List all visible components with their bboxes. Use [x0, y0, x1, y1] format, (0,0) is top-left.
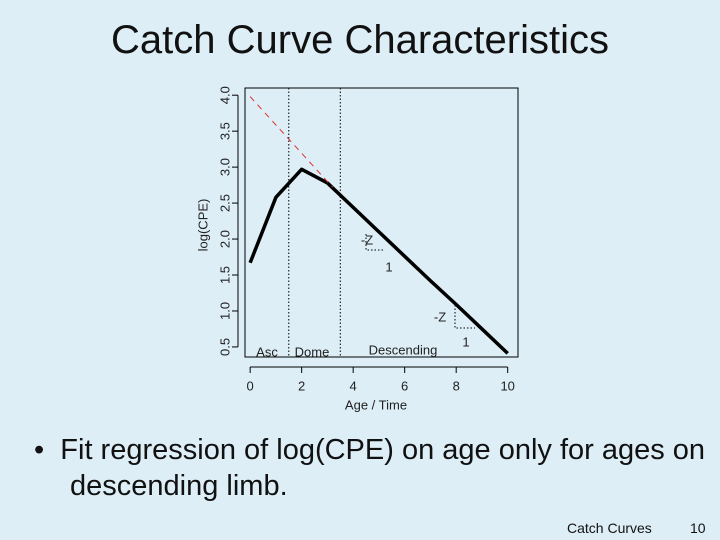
y-tick-label: 3.0 — [217, 158, 232, 176]
annotation: Dome — [295, 344, 330, 359]
y-tick-label: 2.0 — [217, 230, 232, 248]
slope-triangles — [365, 234, 475, 329]
y-tick-label: 2.5 — [217, 194, 232, 212]
series-line — [249, 96, 333, 188]
annotation: Descending — [369, 342, 438, 357]
plot-box — [244, 87, 519, 358]
y-tick-label: 0.5 — [217, 338, 232, 356]
x-tick-label: 10 — [500, 378, 514, 393]
annotation: -Z — [434, 309, 446, 324]
x-tick-label: 8 — [453, 378, 460, 393]
x-axis-label: Age / Time — [345, 397, 407, 412]
x-tick-label: 0 — [247, 378, 254, 393]
footer: Catch Curves — [567, 520, 652, 536]
annotation: 1 — [462, 334, 469, 349]
y-axis-label: log(CPE) — [195, 199, 210, 252]
slope-triangle — [454, 305, 475, 329]
x-tick-label: 2 — [298, 378, 305, 393]
bullet-text: Fit regression of log(CPE) on age only f… — [60, 434, 706, 502]
annotation: Asc — [256, 344, 278, 359]
annotation: 1 — [385, 259, 392, 274]
annotation: -Z — [361, 232, 373, 247]
bullet: • Fit regression of log(CPE) on age only… — [34, 434, 706, 502]
x-tick-label: 6 — [401, 378, 408, 393]
y-tick-label: 4.0 — [217, 86, 232, 104]
page-number: 10 — [690, 520, 706, 536]
slide-title: Catch Curve Characteristics — [111, 18, 609, 62]
y-tick-label: 3.5 — [217, 122, 232, 140]
y-tick-label: 1.5 — [217, 266, 232, 284]
chart: Age / Time log(CPE) 0.5 1.0 1.5 2.0 2.5 3.0 3.… — [195, 86, 519, 412]
y-tick-label: 1.0 — [217, 302, 232, 320]
x-tick-label: 4 — [350, 378, 357, 393]
series-line — [248, 167, 509, 355]
